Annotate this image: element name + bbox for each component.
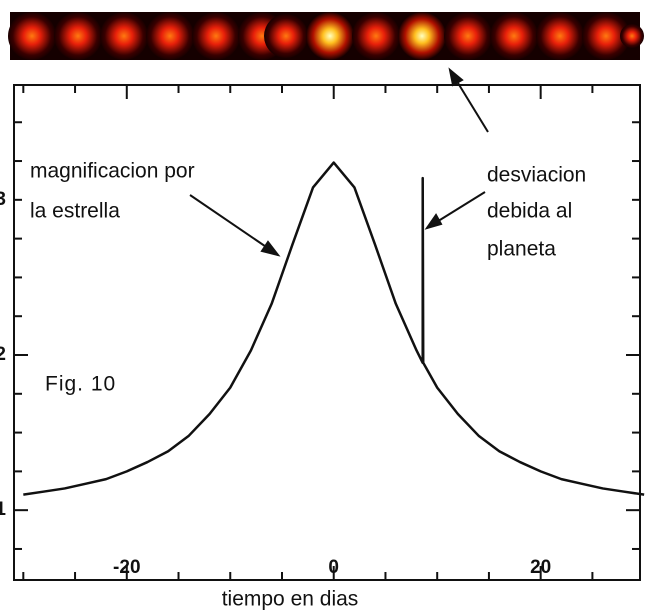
y-tick-label: 1 bbox=[0, 499, 6, 520]
x-tick-label: 0 bbox=[328, 557, 339, 578]
arrows bbox=[189, 67, 489, 257]
x-axis-label: tiempo en dias bbox=[222, 588, 359, 611]
annotation: planeta bbox=[487, 238, 556, 261]
annotation: la estrella bbox=[30, 200, 120, 223]
x-tick-label: -20 bbox=[113, 557, 140, 578]
plot-frame bbox=[13, 84, 641, 581]
y-tick-label: 2 bbox=[0, 344, 6, 365]
x-tick-label: 20 bbox=[530, 557, 551, 578]
annotation: magnificacion por bbox=[30, 160, 195, 183]
annotation: desviacion bbox=[487, 164, 586, 187]
y-tick-label: 3 bbox=[0, 189, 6, 210]
annotation: debida al bbox=[487, 200, 572, 223]
plot: -20 0 20 1 2 3 bbox=[0, 85, 645, 580]
data-line bbox=[23, 161, 645, 496]
lensing-strip bbox=[8, 12, 644, 60]
annotation-bg bbox=[22, 150, 262, 235]
annotation-bg bbox=[482, 150, 632, 275]
figure-label: Fig. 10 bbox=[45, 373, 116, 396]
